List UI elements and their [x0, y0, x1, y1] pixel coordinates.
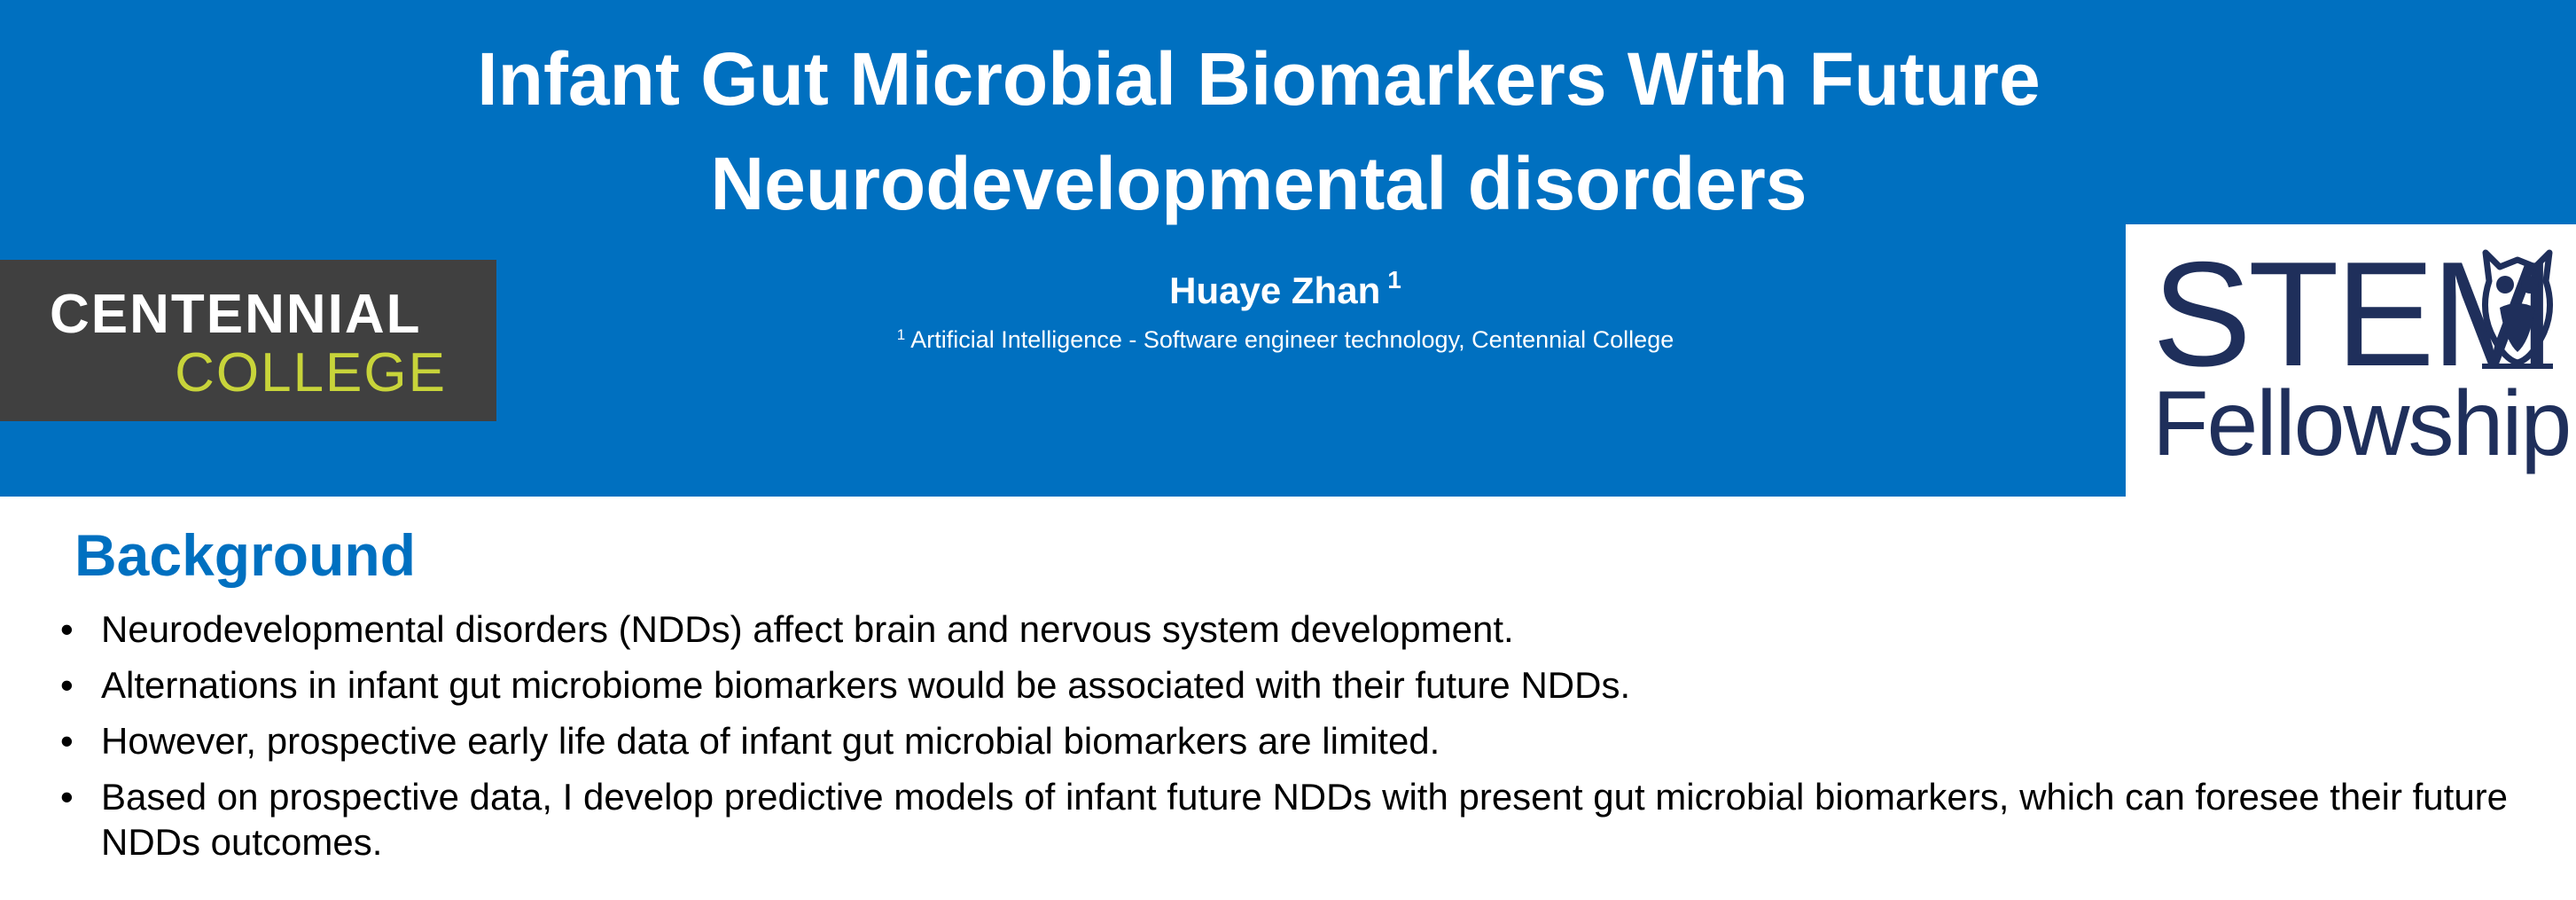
author-name-text: Huaye Zhan: [1169, 270, 1381, 311]
background-bullet-list: • Neurodevelopmental disorders (NDDs) aff…: [60, 607, 2533, 875]
stem-fellowship-logo: STEM Fellowship: [2126, 224, 2576, 497]
header-banner: Infant Gut Microbial Biomarkers With Fut…: [0, 0, 2576, 497]
list-item: • However, prospective early life data of…: [60, 718, 2533, 763]
owl-icon: [2482, 249, 2553, 369]
poster-title-line1: Infant Gut Microbial Biomarkers With Fut…: [477, 37, 2041, 121]
centennial-college-logo: CENTENNIAL COLLEGE: [0, 260, 496, 421]
background-heading: Background: [74, 522, 417, 588]
poster-title: Infant Gut Microbial Biomarkers With Fut…: [266, 27, 2252, 236]
centennial-logo-line1: CENTENNIAL: [50, 284, 422, 345]
bullet-glyph: •: [60, 664, 74, 706]
fellowship-logo-word: Fellowship: [2152, 372, 2572, 475]
list-item: • Alternations in infant gut microbiome b…: [60, 662, 2533, 708]
author-affiliation: 1 Artificial Intelligence - Software engi…: [709, 326, 1862, 354]
author-name: Huaye Zhan 1: [709, 266, 1862, 312]
bullet-glyph: •: [60, 776, 74, 818]
bullet-text: Alternations in infant gut microbiome bi…: [101, 664, 1631, 706]
bullet-text: Neurodevelopmental disorders (NDDs) affe…: [101, 608, 1514, 650]
list-item: • Based on prospective data, I develop pr…: [60, 774, 2533, 865]
bullet-text: Based on prospective data, I develop pre…: [101, 776, 2509, 863]
centennial-logo-line2: COLLEGE: [175, 342, 447, 403]
affiliation-text: Artificial Intelligence - Software engin…: [910, 326, 1674, 353]
author-affiliation-marker: 1: [1387, 266, 1401, 293]
affiliation-marker: 1: [896, 326, 906, 343]
bullet-glyph: •: [60, 720, 74, 762]
bullet-text: However, prospective early life data of …: [101, 720, 1440, 762]
poster-title-line2: Neurodevelopmental disorders: [710, 142, 1807, 225]
list-item: • Neurodevelopmental disorders (NDDs) aff…: [60, 607, 2533, 652]
bullet-glyph: •: [60, 608, 74, 650]
